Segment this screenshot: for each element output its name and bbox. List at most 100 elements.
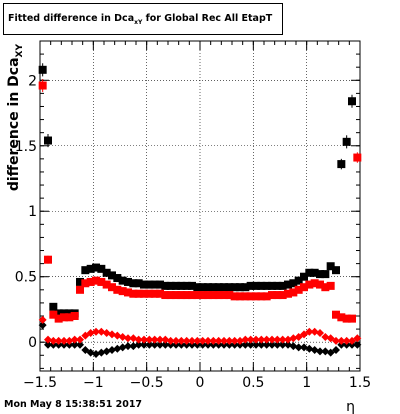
data-point-square [300,283,308,292]
data-point-diamond [102,347,111,356]
data-point-square [92,263,100,272]
data-point-square [294,276,303,285]
data-point-diamond [150,335,159,344]
data-point-square [214,291,223,300]
data-point-square [124,288,132,297]
data-point-diamond [316,347,324,356]
data-point-square [342,137,351,146]
data-point-diamond [182,336,191,345]
data-point-diamond [305,344,314,353]
data-point-diamond [257,335,266,344]
data-point-diamond [289,334,298,343]
data-point-diamond [172,336,180,345]
data-point-square [209,291,218,300]
data-point-square [225,291,234,300]
y-tick-label: 1 [28,204,37,220]
data-point-diamond [284,340,292,349]
data-point-square [284,289,292,298]
data-point-square [268,291,276,300]
data-point-square [316,270,324,279]
data-point-square [262,292,271,301]
data-point-diamond [108,330,116,339]
data-point-diamond [321,347,330,356]
y-tick-label: 1.5 [15,139,37,155]
data-point-diamond [113,344,122,353]
data-point-diamond [161,340,170,349]
data-point-diamond [108,346,116,355]
data-point-square [150,289,159,298]
data-point-square [294,285,303,294]
data-point-square [44,255,52,264]
data-point-diamond [70,335,79,344]
x-tick-label: 1 [302,375,311,391]
data-point-diamond [241,340,250,349]
data-point-square [321,283,330,292]
data-point-diamond [54,336,63,345]
y-axis-label-main: difference in Dca [6,57,22,191]
y-axis-label-sub: XY [15,44,25,58]
data-point-square [246,292,255,301]
data-point-square [337,160,346,169]
data-point-diamond [76,340,84,349]
data-point-diamond [129,334,138,343]
data-point-square [140,289,148,298]
data-point-diamond [252,340,260,349]
data-point-square [156,280,164,289]
x-tick-label: 0.5 [242,375,264,391]
data-point-diamond [140,335,148,344]
data-point-square [49,302,58,311]
data-point-diamond [92,349,100,358]
data-point-diamond [353,340,362,349]
data-point-square [257,281,266,290]
data-point-square [44,136,52,145]
data-point-diamond [214,336,223,345]
data-point-diamond [262,340,271,349]
data-point-diamond [145,340,154,349]
data-point-square [241,283,250,292]
data-point-diamond [310,346,319,355]
y-axis-label: difference in DcaXY [6,44,25,192]
timestamp: Mon May 8 15:38:51 2017 [4,399,143,410]
data-point-square [236,283,244,292]
x-tick-label: −0.5 [130,375,164,391]
data-point-square [214,283,223,292]
data-point-square [81,279,90,288]
data-point-diamond [124,334,132,343]
data-point-square [177,291,186,300]
data-point-square [230,283,239,292]
data-point-square [193,283,202,292]
data-point-square [108,283,116,292]
data-point-square [252,281,260,290]
data-point-square [129,289,138,298]
y-tick-label: 2 [28,73,37,89]
data-point-square [326,281,335,290]
data-point-square [278,291,287,300]
data-point-square [225,283,234,292]
data-point-square [284,280,292,289]
data-point-square [97,277,106,286]
data-point-square [289,288,298,297]
data-point-diamond [305,327,314,336]
data-point-diamond [332,336,340,345]
data-point-square [257,292,266,301]
data-point-diamond [300,343,308,352]
data-point-square [321,270,330,279]
data-point-square [86,277,95,286]
data-point-square [177,281,186,290]
data-point-square [140,280,148,289]
data-point-square [305,268,314,277]
data-point-diamond [209,336,218,345]
data-point-square [113,285,122,294]
data-point-diamond [278,340,287,349]
data-point-diamond [97,348,106,357]
data-point-diamond [97,327,106,336]
data-point-square [172,281,180,290]
data-point-diamond [86,329,95,338]
data-point-square [310,268,319,277]
data-point-square [92,276,100,285]
data-point-square [124,277,132,286]
data-point-square [54,314,63,323]
data-point-square [166,291,175,300]
data-point-diamond [65,336,74,345]
